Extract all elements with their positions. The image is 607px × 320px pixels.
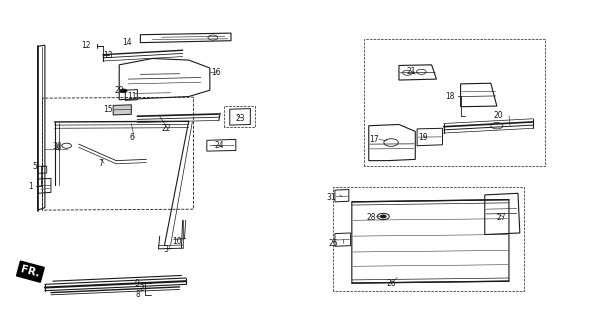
Text: 6: 6 xyxy=(129,133,134,142)
Text: 21: 21 xyxy=(406,67,416,76)
Text: 7: 7 xyxy=(98,159,103,168)
Text: 11: 11 xyxy=(127,92,137,101)
Circle shape xyxy=(120,89,127,93)
Text: 31: 31 xyxy=(327,193,336,202)
Text: 17: 17 xyxy=(370,135,379,144)
Text: 16: 16 xyxy=(212,68,222,77)
Polygon shape xyxy=(113,105,131,115)
Text: 5: 5 xyxy=(33,162,38,171)
Text: 8: 8 xyxy=(135,290,140,299)
Text: 12: 12 xyxy=(81,41,91,50)
Circle shape xyxy=(380,215,386,218)
Text: 14: 14 xyxy=(122,38,132,47)
Text: 20: 20 xyxy=(493,111,503,120)
Text: 27: 27 xyxy=(497,212,506,222)
Text: 1: 1 xyxy=(28,181,33,190)
Text: 24: 24 xyxy=(214,141,224,150)
Text: 28: 28 xyxy=(367,212,376,222)
Text: 25: 25 xyxy=(329,239,339,248)
Text: 19: 19 xyxy=(418,133,428,142)
Text: 9: 9 xyxy=(134,279,139,288)
Text: 23: 23 xyxy=(236,114,245,123)
Text: 4: 4 xyxy=(56,144,61,153)
Text: 3: 3 xyxy=(163,245,168,254)
Text: 22: 22 xyxy=(161,124,171,133)
Text: FR.: FR. xyxy=(20,264,41,279)
Text: 26: 26 xyxy=(387,279,396,288)
Text: 18: 18 xyxy=(445,92,455,101)
Text: 15: 15 xyxy=(104,105,113,114)
Text: 29: 29 xyxy=(115,86,124,95)
Text: 2: 2 xyxy=(139,284,144,293)
Text: 10: 10 xyxy=(172,237,181,246)
Text: 13: 13 xyxy=(103,51,112,60)
Text: 30: 30 xyxy=(52,142,62,151)
